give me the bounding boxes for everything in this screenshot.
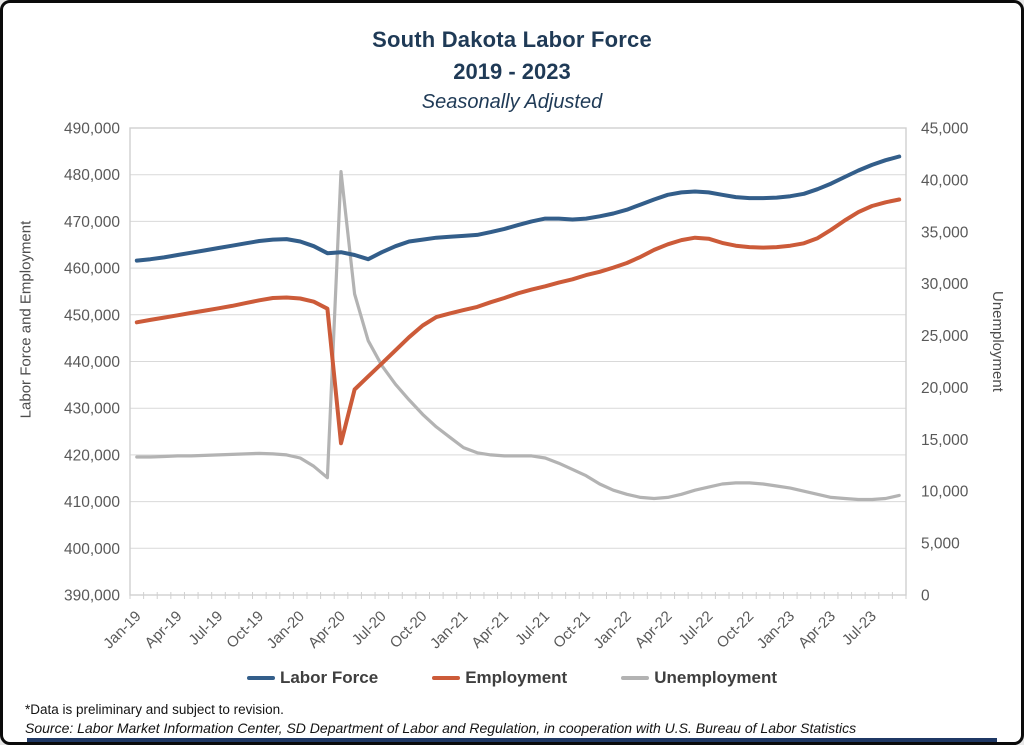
legend-label-unemployment: Unemployment: [654, 668, 778, 687]
svg-text:40,000: 40,000: [921, 172, 969, 189]
svg-text:Apr-21: Apr-21: [468, 608, 512, 652]
legend-item-unemployment: Unemployment: [621, 668, 777, 688]
source-attribution: Source: Labor Market Information Center,…: [25, 720, 857, 736]
svg-text:5,000: 5,000: [921, 536, 960, 553]
svg-text:45,000: 45,000: [921, 121, 969, 138]
bottom-accent-bar: [27, 738, 997, 742]
employment-line-swatch: [432, 676, 461, 680]
svg-text:30,000: 30,000: [921, 276, 969, 293]
svg-text:Apr-20: Apr-20: [305, 608, 349, 652]
chart-plot-area: 390,000 400,000 410,000 420,000 430,000 440,0…: [64, 121, 969, 653]
series-line-labor-force: [134, 154, 902, 263]
svg-text:Jan-20: Jan-20: [264, 608, 308, 652]
right-axis-tick-labels: 0 5,000 10,000 15,000 20,000 25,000 30,000 35,0…: [921, 121, 969, 605]
svg-text:10,000: 10,000: [921, 484, 969, 501]
unemployment-line-swatch: [621, 676, 650, 680]
svg-text:Jul-23: Jul-23: [839, 608, 880, 649]
chart-title-subtitle: Seasonally Adjusted: [421, 91, 603, 113]
svg-text:Oct-19: Oct-19: [223, 608, 267, 652]
svg-text:440,000: 440,000: [64, 354, 120, 371]
svg-text:480,000: 480,000: [64, 167, 120, 184]
svg-text:Jan-22: Jan-22: [590, 608, 634, 652]
plot-border: [129, 127, 907, 596]
svg-text:Apr-22: Apr-22: [632, 608, 676, 652]
svg-text:Jan-23: Jan-23: [754, 608, 798, 652]
svg-text:400,000: 400,000: [64, 541, 120, 558]
right-axis-title: Unemployment: [989, 290, 1006, 392]
labor-force-line-swatch: [246, 676, 275, 680]
series-line-employment: [134, 197, 902, 446]
svg-text:490,000: 490,000: [64, 121, 120, 138]
footnote-preliminary: *Data is preliminary and subject to revi…: [25, 702, 284, 717]
svg-text:Jul-22: Jul-22: [676, 608, 717, 649]
legend-label-labor-force: Labor Force: [279, 668, 379, 687]
svg-text:390,000: 390,000: [64, 588, 120, 605]
legend-item-employment: Employment: [432, 668, 567, 688]
svg-text:15,000: 15,000: [921, 432, 969, 449]
svg-text:Oct-22: Oct-22: [713, 608, 757, 652]
svg-text:Jul-21: Jul-21: [512, 608, 553, 649]
legend-item-labor-force: Labor Force: [246, 668, 379, 688]
svg-text:Jul-20: Jul-20: [349, 608, 390, 649]
chart-title-block: South Dakota Labor Force 2019 - 2023 Sea…: [3, 27, 1021, 113]
svg-text:460,000: 460,000: [64, 261, 120, 278]
svg-text:Jan-19: Jan-19: [100, 608, 144, 652]
svg-text:Jan-21: Jan-21: [427, 608, 471, 652]
svg-text:25,000: 25,000: [921, 328, 969, 345]
svg-text:Jul-19: Jul-19: [185, 608, 226, 649]
chart-title: South Dakota Labor Force: [372, 27, 652, 52]
svg-text:430,000: 430,000: [64, 401, 120, 418]
x-axis-month-ticks: [129, 592, 907, 599]
svg-text:Apr-23: Apr-23: [795, 608, 839, 652]
left-axis-tick-labels: 390,000 400,000 410,000 420,000 430,000 440,0…: [64, 121, 120, 605]
chart-legend: Labor Force Employment Unemployment: [3, 668, 1021, 688]
svg-text:Oct-20: Oct-20: [387, 608, 431, 652]
svg-text:0: 0: [921, 588, 930, 605]
svg-text:35,000: 35,000: [921, 224, 969, 241]
svg-text:450,000: 450,000: [64, 307, 120, 324]
series-line-unemployment: [135, 170, 901, 502]
left-axis-title: Labor Force and Employment: [17, 220, 35, 419]
legend-label-employment: Employment: [465, 668, 568, 687]
svg-text:Oct-21: Oct-21: [550, 608, 594, 652]
svg-text:Apr-19: Apr-19: [142, 608, 186, 652]
svg-text:420,000: 420,000: [64, 447, 120, 464]
svg-text:20,000: 20,000: [921, 380, 969, 397]
svg-text:410,000: 410,000: [64, 494, 120, 511]
svg-text:470,000: 470,000: [64, 214, 120, 231]
chart-title-years: 2019 - 2023: [453, 59, 571, 84]
